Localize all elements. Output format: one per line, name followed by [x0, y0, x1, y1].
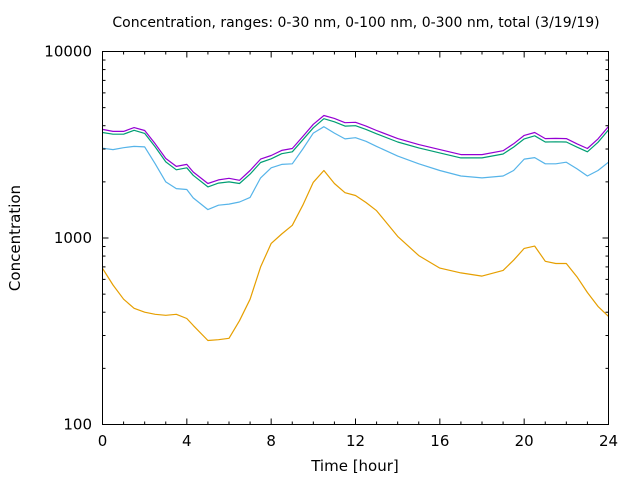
y-axis-label: Concentration	[6, 185, 24, 291]
y-tick-label: 100	[63, 416, 92, 434]
y-tick-labels: 100 1000 10000	[44, 43, 92, 434]
y-tick-label: 10000	[44, 43, 92, 61]
x-tick-label: 4	[182, 432, 192, 450]
x-axis-label: Time [hour]	[310, 457, 399, 475]
x-tick-label: 8	[266, 432, 276, 450]
series-line-total	[102, 114, 609, 185]
series-line-0-300-nm	[102, 118, 609, 188]
x-tick-label: 16	[430, 432, 449, 450]
x-tick-label: 24	[599, 432, 618, 450]
chart-title: Concentration, ranges: 0-30 nm, 0-100 nm…	[112, 15, 599, 31]
x-tick-label: 12	[346, 432, 365, 450]
series-line-0-30-nm	[101, 169, 609, 342]
x-tick-label: 20	[515, 432, 534, 450]
y-tick-label: 1000	[54, 229, 92, 247]
x-tick-label: 0	[98, 432, 108, 450]
series-layer	[101, 114, 609, 342]
x-tick-labels: 0 4 8 12 16 20 24	[98, 432, 618, 450]
plot-frame	[102, 51, 609, 425]
series-line-0-100-nm	[102, 126, 609, 211]
